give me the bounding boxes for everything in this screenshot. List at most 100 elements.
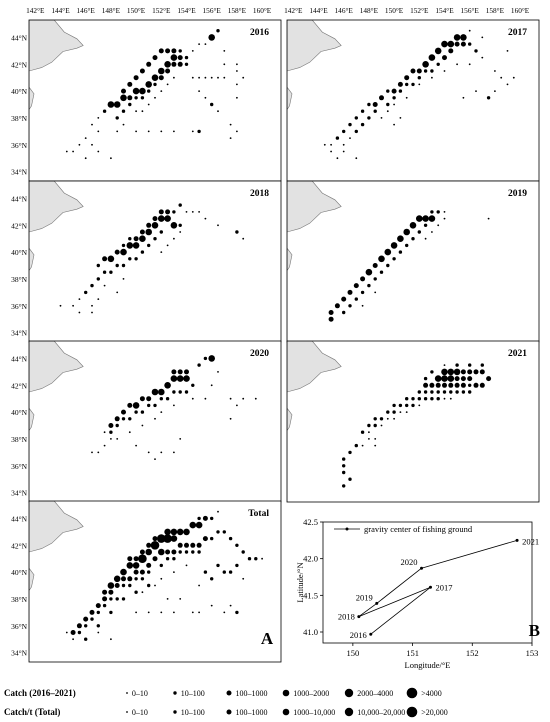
catch-dot — [145, 81, 152, 88]
catch-dot — [116, 130, 119, 133]
catch-dot — [386, 110, 389, 113]
catch-dot — [97, 130, 100, 133]
catch-dot — [354, 129, 358, 134]
catch-dot — [171, 549, 177, 555]
catch-dot — [442, 390, 447, 394]
catch-dot — [102, 256, 108, 262]
catch-dot — [127, 556, 133, 562]
catch-dot — [128, 102, 132, 107]
catch-dot — [374, 444, 377, 447]
catch-dot — [348, 122, 352, 127]
catch-dot — [172, 210, 176, 214]
catch-dot — [506, 83, 509, 86]
catch-dot — [126, 242, 134, 249]
catch-dot — [468, 390, 472, 394]
catch-dot — [103, 284, 106, 287]
catch-dot — [216, 563, 220, 568]
year-label: 2020 — [250, 349, 269, 359]
legend-size-label: 100–1000 — [236, 689, 268, 698]
catch-dot — [441, 368, 448, 376]
catch-dot — [164, 528, 171, 536]
catch-dot — [70, 630, 76, 635]
catch-dot — [468, 383, 472, 387]
catch-dot — [386, 89, 390, 93]
catch-dot — [341, 296, 347, 302]
catch-dot — [173, 76, 175, 79]
catch-dot — [172, 390, 176, 394]
legend-size-marker — [282, 708, 290, 716]
catch-dot — [154, 458, 156, 460]
gravity-year-label: 2016 — [350, 630, 367, 640]
catch-dot — [342, 464, 346, 468]
catch-dot — [141, 110, 144, 113]
catch-dot — [453, 368, 461, 376]
catch-dot — [165, 549, 171, 555]
catch-dot — [342, 310, 346, 315]
catch-dot — [84, 290, 88, 295]
year-label: 2018 — [250, 189, 269, 199]
catch-dot — [184, 550, 189, 554]
catch-dot — [171, 369, 177, 375]
catch-dot — [447, 375, 455, 382]
catch-dot — [479, 382, 485, 388]
catch-dot — [121, 417, 126, 421]
lat-tick-label: 34°N — [11, 329, 27, 338]
catch-dot — [178, 203, 182, 207]
catch-dot — [393, 123, 395, 126]
catch-dot — [90, 283, 94, 288]
catch-dot — [196, 542, 202, 548]
catch-dot — [121, 583, 126, 588]
lon-tick-label: 144°E — [309, 6, 328, 15]
legend-size-label: >4000 — [421, 689, 442, 698]
catch-dot — [405, 243, 409, 248]
y-tick-label: 42.0 — [303, 554, 318, 564]
map-panel-total: Total 34°N 36°N 38°N 40°N 42°N 44°N — [11, 500, 282, 663]
catch-dot — [360, 290, 365, 295]
catch-dot — [160, 411, 163, 413]
catch-dot — [430, 370, 434, 374]
catch-dot — [437, 224, 440, 227]
catch-dot — [397, 81, 403, 87]
catch-dot — [454, 376, 460, 382]
catch-dot — [367, 102, 371, 107]
catch-dot — [236, 96, 238, 99]
catch-dot — [386, 417, 389, 420]
catch-dot — [360, 430, 365, 434]
catch-dot — [236, 83, 238, 86]
catch-dot — [204, 76, 207, 79]
catch-dot — [166, 83, 169, 86]
legend-size-label: 2000–4000 — [357, 689, 393, 698]
catch-dot — [392, 403, 396, 408]
catch-dot — [77, 630, 82, 635]
catch-dot — [436, 390, 440, 394]
catch-dot — [128, 583, 132, 588]
catch-dot — [132, 242, 140, 249]
catch-dot — [422, 61, 429, 68]
lon-tick-label: 154°E — [435, 6, 454, 15]
land-hokkaido-honshu — [287, 341, 342, 502]
legend-size-marker — [406, 706, 418, 718]
catch-dot — [197, 516, 201, 521]
catch-dot — [398, 89, 403, 93]
map-panel-2019: 2019 — [286, 180, 540, 343]
catch-dot — [204, 43, 207, 45]
catch-dot — [241, 550, 245, 554]
lat-tick-label: 40°N — [11, 87, 27, 96]
catch-dot — [140, 96, 145, 100]
catch-dot — [210, 384, 213, 387]
catch-dot — [367, 423, 371, 428]
catch-dot — [398, 403, 403, 408]
catch-dot — [59, 304, 62, 307]
catch-dot — [373, 109, 377, 113]
catch-dot — [158, 48, 164, 54]
catch-dot — [411, 403, 415, 408]
catch-dot — [443, 211, 446, 213]
catch-dot — [171, 48, 177, 54]
catch-dot — [453, 34, 461, 41]
catch-dot — [361, 444, 364, 447]
catch-dot — [431, 76, 433, 79]
legend-text: gravity center of fishing ground — [364, 524, 473, 534]
catch-dot — [203, 570, 208, 574]
catch-dot — [184, 390, 189, 394]
catch-dot — [380, 117, 383, 119]
